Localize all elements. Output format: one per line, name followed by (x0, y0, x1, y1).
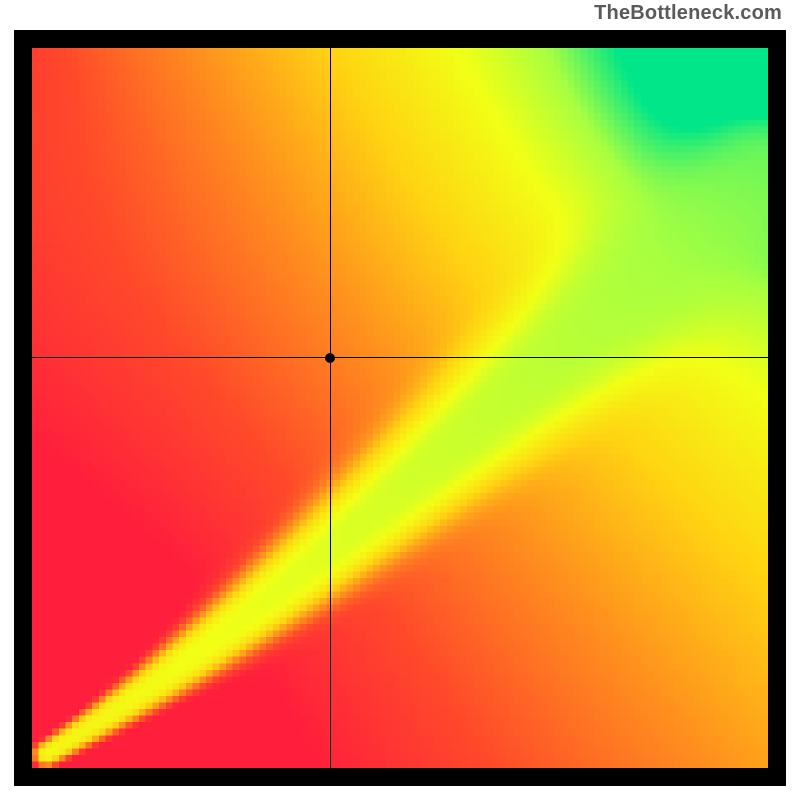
crosshair-horizontal (32, 357, 768, 358)
crosshair-vertical (330, 48, 331, 768)
bottleneck-heatmap (32, 48, 768, 768)
chart-container: TheBottleneck.com (0, 0, 800, 800)
crosshair-marker-dot (325, 353, 335, 363)
watermark-text: TheBottleneck.com (594, 2, 782, 25)
